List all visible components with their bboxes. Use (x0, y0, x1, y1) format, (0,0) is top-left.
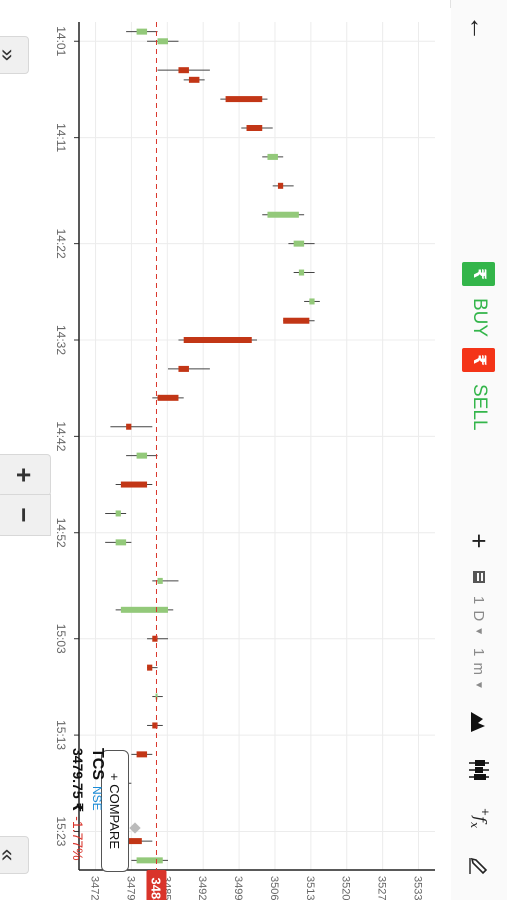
candle-down (225, 96, 263, 103)
candle-up (136, 452, 148, 459)
x-tick-label: 14:52 (54, 518, 68, 548)
arrow-left-icon: ← (464, 15, 495, 41)
x-tick-label: 14:11 (54, 123, 68, 152)
chart-type-button[interactable] (451, 560, 507, 594)
x-tick-label: 14:22 (54, 229, 68, 259)
double-chevron-icon: » (0, 49, 21, 61)
indicators-button[interactable]: +fx (451, 798, 507, 838)
x-tick-label: 14:01 (54, 26, 68, 56)
candle-up (157, 577, 163, 584)
y-tick-label: 3527.00 (376, 876, 388, 900)
y-tick-label: 3533.85 (412, 876, 424, 900)
pencil-icon (469, 857, 488, 875)
minus-icon: − (9, 507, 40, 523)
x-tick-label: 15:13 (54, 720, 68, 750)
symbol-info: TCS NSE 3479.75 ₹ -1.77% (69, 748, 106, 898)
fx-icon: +fx (467, 807, 491, 829)
symbol-quote: 3479.75 ₹ -1.77% (69, 748, 86, 898)
candle-down (277, 182, 284, 189)
interval-minute-label: 1 m (470, 648, 488, 677)
chart-type-icon (473, 571, 485, 583)
candle-down (178, 67, 189, 74)
plot-background (0, 8, 451, 900)
sell-label: SELL (469, 384, 490, 431)
buy-label: BUY (469, 298, 490, 338)
symbol-name: TCS (89, 748, 106, 780)
toolbar: ← ₹ BUY ₹ SELL + 1 D ▼ 1 m ▼ (450, 0, 507, 900)
rupee-icon: ₹ (462, 348, 496, 372)
y-tick-label: 3479.01 (124, 876, 136, 900)
interval-minute-select[interactable]: 1 m ▼ (451, 646, 507, 692)
scroll-back-button[interactable]: « (0, 836, 29, 874)
chart-area[interactable]: 3533.85 3527.00 3520.14 3513.29 3506.43 3499.… (0, 8, 451, 900)
candle-down (283, 317, 310, 324)
rupee-icon: ₹ (462, 262, 496, 286)
candle-up (136, 28, 148, 35)
candle-down (126, 423, 132, 430)
y-tick-label: 3472.16 (89, 876, 101, 900)
candle-up (267, 211, 299, 218)
candle-up (293, 240, 305, 247)
last-price: 3479.75 ₹ (70, 748, 86, 813)
candle-down (188, 76, 200, 83)
candle-up (120, 606, 168, 613)
candle-down (126, 838, 142, 845)
candle-down (147, 664, 153, 671)
y-tick-label: 3506.43 (268, 876, 280, 900)
scroll-forward-button[interactable]: » (0, 36, 29, 74)
add-button[interactable]: + (451, 528, 507, 554)
candle-up (115, 510, 121, 517)
candle-up (136, 857, 163, 864)
candle-up (157, 38, 168, 45)
plus-icon: + (464, 533, 495, 549)
candle-down (136, 751, 148, 758)
candle-down (178, 365, 189, 372)
zoom-out-button[interactable]: − (0, 494, 51, 536)
candle-up (267, 153, 278, 160)
zoom-in-button[interactable]: + (0, 454, 51, 496)
sell-button[interactable]: ₹ SELL (451, 348, 507, 430)
candle-down (246, 125, 263, 131)
interval-day-select[interactable]: 1 D ▼ (451, 594, 507, 638)
interval-day-label: 1 D (470, 595, 488, 623)
price-chart[interactable]: 3533.85 3527.00 3520.14 3513.29 3506.43 3499.… (0, 8, 451, 900)
indicator-type-button[interactable] (451, 702, 507, 742)
caret-down-icon: ▼ (473, 626, 485, 637)
candlestick-icon (469, 760, 489, 780)
mountain-icon (471, 712, 485, 732)
caret-down-icon: ▼ (473, 680, 485, 690)
candle-up (309, 298, 315, 305)
plus-icon: + (9, 467, 40, 483)
price-change: -1.77% (70, 816, 86, 861)
double-chevron-icon: « (0, 849, 21, 861)
x-tick-label: 14:32 (54, 325, 68, 355)
back-button[interactable]: ← (451, 8, 507, 48)
x-tick-label: 14:42 (54, 421, 68, 451)
draw-button[interactable] (451, 846, 507, 886)
y-tick-label: 3492.72 (196, 876, 208, 900)
current-price-label: 3483.80 (148, 878, 163, 900)
buy-button[interactable]: ₹ BUY (451, 262, 507, 337)
candle-down (120, 481, 148, 488)
candle-down (183, 337, 252, 343)
y-tick-label: 3499.58 (232, 876, 244, 900)
x-tick-label: 15:23 (54, 816, 68, 846)
exchange-badge: NSE (90, 786, 104, 811)
candles-button[interactable] (451, 750, 507, 790)
x-tick-label: 15:03 (54, 624, 68, 654)
fx-sub: x (467, 822, 481, 829)
y-tick-label: 3520.14 (340, 876, 352, 900)
candle-up (115, 539, 127, 546)
symbol-title: TCS NSE (88, 748, 106, 898)
current-price-marker (146, 870, 167, 900)
y-tick-label: 3513.29 (304, 876, 316, 900)
candle-down (157, 394, 179, 401)
candle-up (298, 269, 305, 276)
